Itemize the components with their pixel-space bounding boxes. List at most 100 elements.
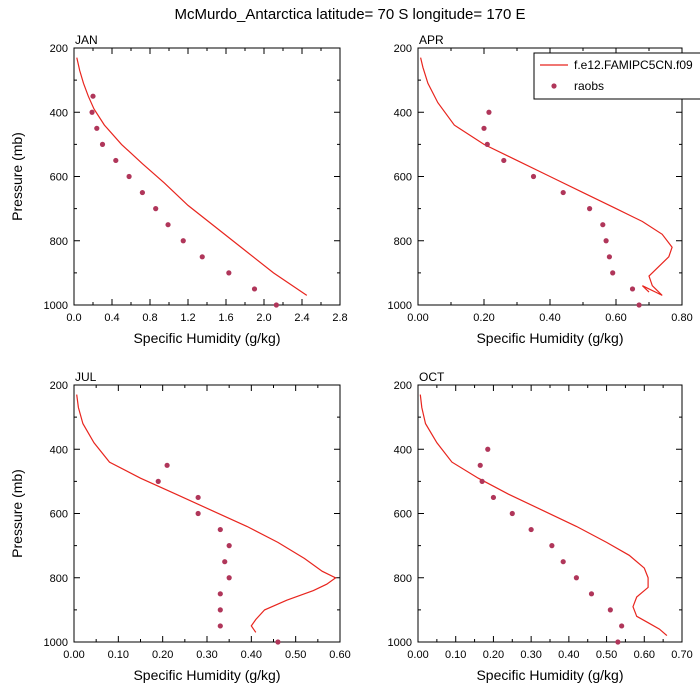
x-tick-label: 0.00: [407, 312, 428, 324]
raobs-point: [600, 222, 606, 228]
raobs-point: [195, 494, 201, 501]
raobs-point: [273, 302, 279, 308]
panel-title: JAN: [75, 33, 98, 47]
raobs-point: [99, 141, 106, 147]
raobs-point: [477, 462, 483, 468]
raobs-point: [490, 494, 497, 501]
raobs-point: [226, 270, 232, 276]
x-tick-label: 2.8: [332, 312, 347, 324]
y-tick-label: 800: [50, 573, 68, 585]
x-tick-label: 0.50: [285, 649, 306, 661]
raobs-point: [217, 623, 223, 629]
x-axis-label: Specific Humidity (g/kg): [133, 667, 280, 683]
x-tick-label: 0.00: [407, 649, 428, 661]
y-tick-label: 400: [394, 107, 412, 119]
panel-title: JUL: [75, 370, 97, 384]
y-tick-label: 600: [394, 509, 412, 521]
x-tick-label: 0.40: [241, 649, 262, 661]
panel-jan: JAN 0.0 0.4 0.8 1.2 1.6 2.0 2.4 2.8 200 400 600 800 1…: [9, 33, 348, 346]
panel-oct: OCT 0.00 0.10 0.20 0.30 0.40 0.50 0.60 0.70 200 40…: [388, 370, 693, 683]
x-tick-label: 0.60: [329, 649, 350, 661]
model-profile-line: [420, 57, 673, 296]
raobs-point: [607, 607, 613, 613]
legend: f.e12.FAMIPC5CN.f09 raobs: [533, 52, 700, 100]
raobs-point: [629, 286, 636, 292]
raobs-point: [90, 93, 96, 99]
x-axis-label: Specific Humidity (g/kg): [476, 667, 623, 683]
y-tick-label: 1000: [44, 637, 68, 649]
panels: JAN 0.0 0.4 0.8 1.2 1.6 2.0 2.4 2.8 200 400 600 800 1…: [9, 33, 693, 683]
raobs-point: [165, 222, 171, 228]
raobs-point: [610, 270, 616, 276]
x-tick-label: 0.8: [142, 312, 157, 324]
y-tick-label: 800: [394, 236, 412, 248]
raobs-point: [217, 591, 223, 597]
raobs-point: [94, 125, 100, 131]
x-tick-label: 0.10: [108, 649, 129, 661]
x-axis-label: Specific Humidity (g/kg): [133, 330, 280, 346]
x-tick-label: 0.50: [596, 649, 617, 661]
raobs-point: [195, 510, 201, 517]
x-tick-label: 0.20: [483, 649, 504, 661]
raobs-point: [484, 141, 490, 147]
raobs-point: [89, 109, 95, 115]
x-tick-label: 0.10: [445, 649, 466, 661]
raobs-point: [606, 254, 613, 260]
raobs-point: [486, 109, 492, 115]
y-tick-label: 600: [50, 509, 68, 521]
x-tick-label: 0.20: [152, 649, 173, 661]
legend-box: [533, 52, 700, 100]
raobs-point: [226, 575, 232, 581]
y-tick-label: 1000: [388, 637, 412, 649]
legend-model-label: f.e12.FAMIPC5CN.f09: [574, 58, 693, 72]
raobs-point: [153, 206, 159, 212]
raobs-point: [275, 639, 281, 645]
raobs-point: [180, 238, 186, 244]
raobs-point: [155, 478, 161, 484]
x-tick-label: 0.4: [104, 312, 119, 324]
raobs-point: [479, 478, 485, 484]
raobs-point: [509, 510, 515, 517]
raobs-point: [164, 462, 170, 468]
raobs-point: [528, 526, 534, 533]
plot-frame: [73, 47, 341, 306]
y-tick-label: 200: [394, 43, 412, 55]
y-tick-label: 400: [394, 444, 412, 456]
raobs-point: [199, 254, 205, 260]
x-tick-label: 0.30: [520, 649, 541, 661]
x-tick-label: 0.40: [539, 312, 560, 324]
panel-jul: JUL 0.00 0.10 0.20 0.30 0.40 0.50 0.60 200 400 600…: [9, 370, 351, 683]
model-profile-line: [76, 57, 308, 296]
x-tick-label: 0.0: [66, 312, 81, 324]
raobs-point: [560, 189, 566, 196]
legend-obs-swatch: [551, 83, 557, 89]
raobs-point: [619, 623, 625, 629]
x-tick-label: 0.20: [473, 312, 494, 324]
raobs-point: [573, 575, 580, 581]
x-tick-label: 0.60: [634, 649, 655, 661]
x-tick-label: 2.4: [294, 312, 309, 324]
x-tick-label: 2.0: [256, 312, 271, 324]
x-tick-label: 0.30: [196, 649, 217, 661]
raobs-point: [501, 157, 507, 164]
raobs-point: [615, 639, 621, 645]
y-tick-label: 200: [394, 380, 412, 392]
x-tick-label: 0.80: [671, 312, 692, 324]
raobs-point: [485, 446, 491, 452]
raobs-point: [587, 206, 593, 212]
panel-title: APR: [419, 33, 444, 47]
x-tick-label: 0.00: [63, 649, 84, 661]
y-tick-label: 800: [394, 573, 412, 585]
raobs-point: [113, 157, 119, 164]
raobs-point: [139, 189, 145, 196]
figure-title: McMurdo_Antarctica latitude= 70 S longit…: [174, 6, 525, 23]
y-tick-label: 600: [50, 172, 68, 184]
x-axis-label: Specific Humidity (g/kg): [476, 330, 623, 346]
raobs-point: [549, 543, 555, 549]
model-profile-line: [419, 394, 668, 637]
raobs-point: [588, 591, 595, 597]
y-tick-label: 400: [50, 107, 68, 119]
raobs-point: [603, 238, 609, 244]
raobs-point: [222, 559, 228, 565]
